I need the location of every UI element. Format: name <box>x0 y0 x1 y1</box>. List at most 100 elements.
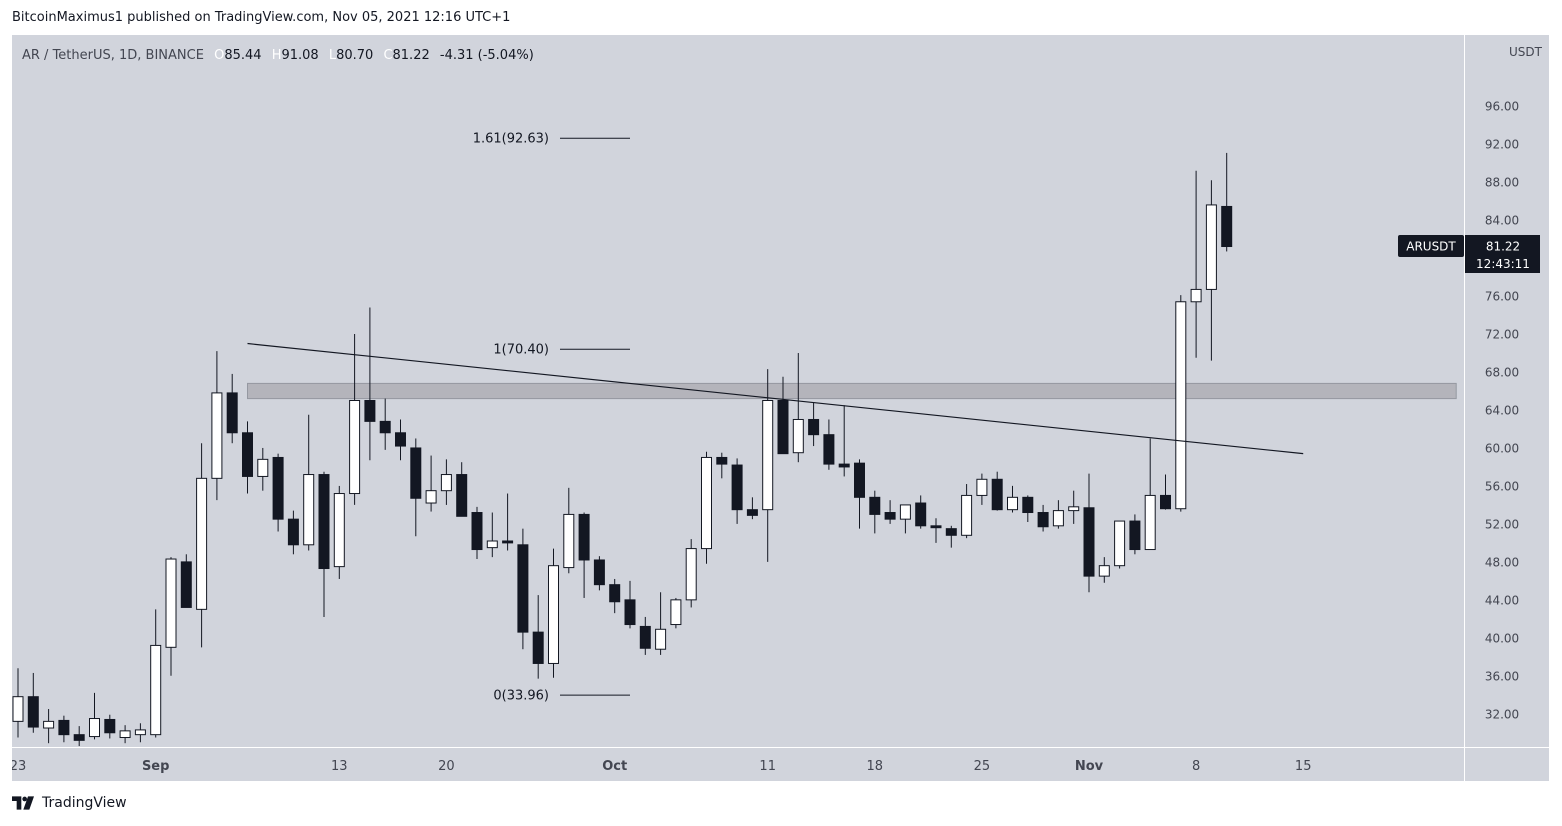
candle <box>1160 474 1171 510</box>
candle <box>425 455 437 512</box>
candle-body <box>364 399 376 422</box>
candle-body <box>502 540 514 544</box>
candle-body <box>1114 520 1126 567</box>
candle <box>349 334 361 505</box>
legend-high-value: 91.08 <box>281 48 318 63</box>
candle <box>1068 490 1080 524</box>
candle-body <box>1098 565 1110 577</box>
candle-body <box>349 399 361 495</box>
candle <box>150 609 162 738</box>
candle <box>211 351 223 501</box>
candle <box>1129 514 1141 555</box>
price-scale-area[interactable] <box>1464 35 1549 747</box>
price-tick-label: 40.00 <box>1485 631 1519 645</box>
candle-body <box>838 463 850 468</box>
candle <box>517 528 529 650</box>
candle-body <box>961 494 973 536</box>
candle-body <box>318 474 330 570</box>
price-tag-value-box <box>1465 235 1540 273</box>
candle-body <box>762 399 774 511</box>
candle <box>242 421 253 494</box>
candle <box>731 458 743 524</box>
legend-close-label: C <box>383 48 392 63</box>
time-tick-label: 11 <box>759 759 776 774</box>
candle <box>165 557 177 676</box>
candle <box>701 451 712 564</box>
resistance-zone <box>247 382 1457 400</box>
price-tick-label: 56.00 <box>1485 479 1519 493</box>
price-axis[interactable]: 32.00 36.00 40.00 44.00 48.00 52.00 56.00 60.00… <box>1485 100 1519 722</box>
last-price-tag[interactable]: ARUSDT 81.22 12:43:11 <box>1398 235 1540 273</box>
candle-body <box>287 518 299 546</box>
candle-body <box>532 631 544 664</box>
candle-body <box>945 528 957 536</box>
candle-body <box>670 599 682 626</box>
candle <box>303 414 315 551</box>
legend-low-label: L <box>329 48 337 63</box>
candle <box>548 548 559 678</box>
candle <box>196 443 208 648</box>
candle-body <box>440 474 452 492</box>
price-tag-countdown: 12:43:11 <box>1476 257 1530 271</box>
fibonacci-level-label: 1.61(92.63) <box>473 132 549 147</box>
price-tick-label: 72.00 <box>1485 328 1519 342</box>
candle-body <box>517 544 529 633</box>
candle <box>104 714 116 739</box>
candle-body <box>639 625 651 649</box>
candle <box>624 580 636 629</box>
price-tick-label: 84.00 <box>1485 214 1519 228</box>
candle <box>287 510 299 555</box>
candle-body <box>73 734 85 741</box>
candle <box>257 447 269 491</box>
footer-brand[interactable]: TradingView <box>12 795 127 811</box>
time-tick-label: 25 <box>974 759 991 774</box>
price-tag-symbol-box <box>1398 235 1464 257</box>
fibonacci-level-label: 1(70.40) <box>493 343 549 358</box>
candle-body <box>1037 512 1049 528</box>
candle-body <box>150 644 162 736</box>
candle-body <box>89 718 100 738</box>
candle <box>1083 473 1095 593</box>
candle-layer <box>12 152 1233 747</box>
candle <box>578 512 590 598</box>
legend-open-value: 85.44 <box>224 48 261 63</box>
candle <box>899 504 911 534</box>
candle-body <box>1221 205 1233 248</box>
candle <box>1205 180 1217 361</box>
candle <box>991 471 1003 511</box>
candle <box>471 506 483 560</box>
candle-body <box>930 525 942 529</box>
legend-close-value: 81.22 <box>393 48 430 63</box>
candle <box>976 473 988 505</box>
candle <box>43 709 55 744</box>
candle <box>670 597 682 629</box>
candle <box>915 495 927 529</box>
candle <box>593 556 605 591</box>
candle-body <box>410 447 422 499</box>
zone-layer <box>247 382 1457 400</box>
time-scale-area[interactable] <box>12 747 1464 781</box>
candle <box>930 518 942 543</box>
candle <box>716 452 728 479</box>
legend-open-label: O <box>214 48 224 63</box>
time-tick-label: 13 <box>331 759 348 774</box>
price-tick-label: 76.00 <box>1485 290 1519 304</box>
candle <box>639 616 651 655</box>
time-axis[interactable]: 23 Sep 13 20 Oct 11 18 25 Nov 8 15 <box>12 759 1311 774</box>
candle <box>884 500 896 524</box>
candle <box>272 453 284 532</box>
candle-body <box>1083 507 1095 577</box>
candle <box>1114 520 1126 569</box>
price-tick-label: 48.00 <box>1485 555 1519 569</box>
candlestick-chart[interactable]: 1.61(92.63) 1(70.40) 0(33.96) 32.00 36.00 40… <box>12 35 1549 781</box>
candle-body <box>180 561 192 608</box>
price-tick-label: 68.00 <box>1485 366 1519 380</box>
candle-body <box>379 420 391 434</box>
price-tick-label: 96.00 <box>1485 100 1519 114</box>
candle <box>1098 557 1110 583</box>
candle <box>486 512 498 558</box>
candle <box>823 419 835 470</box>
price-axis-unit: USDT <box>1509 45 1543 59</box>
candle-body <box>196 477 208 610</box>
